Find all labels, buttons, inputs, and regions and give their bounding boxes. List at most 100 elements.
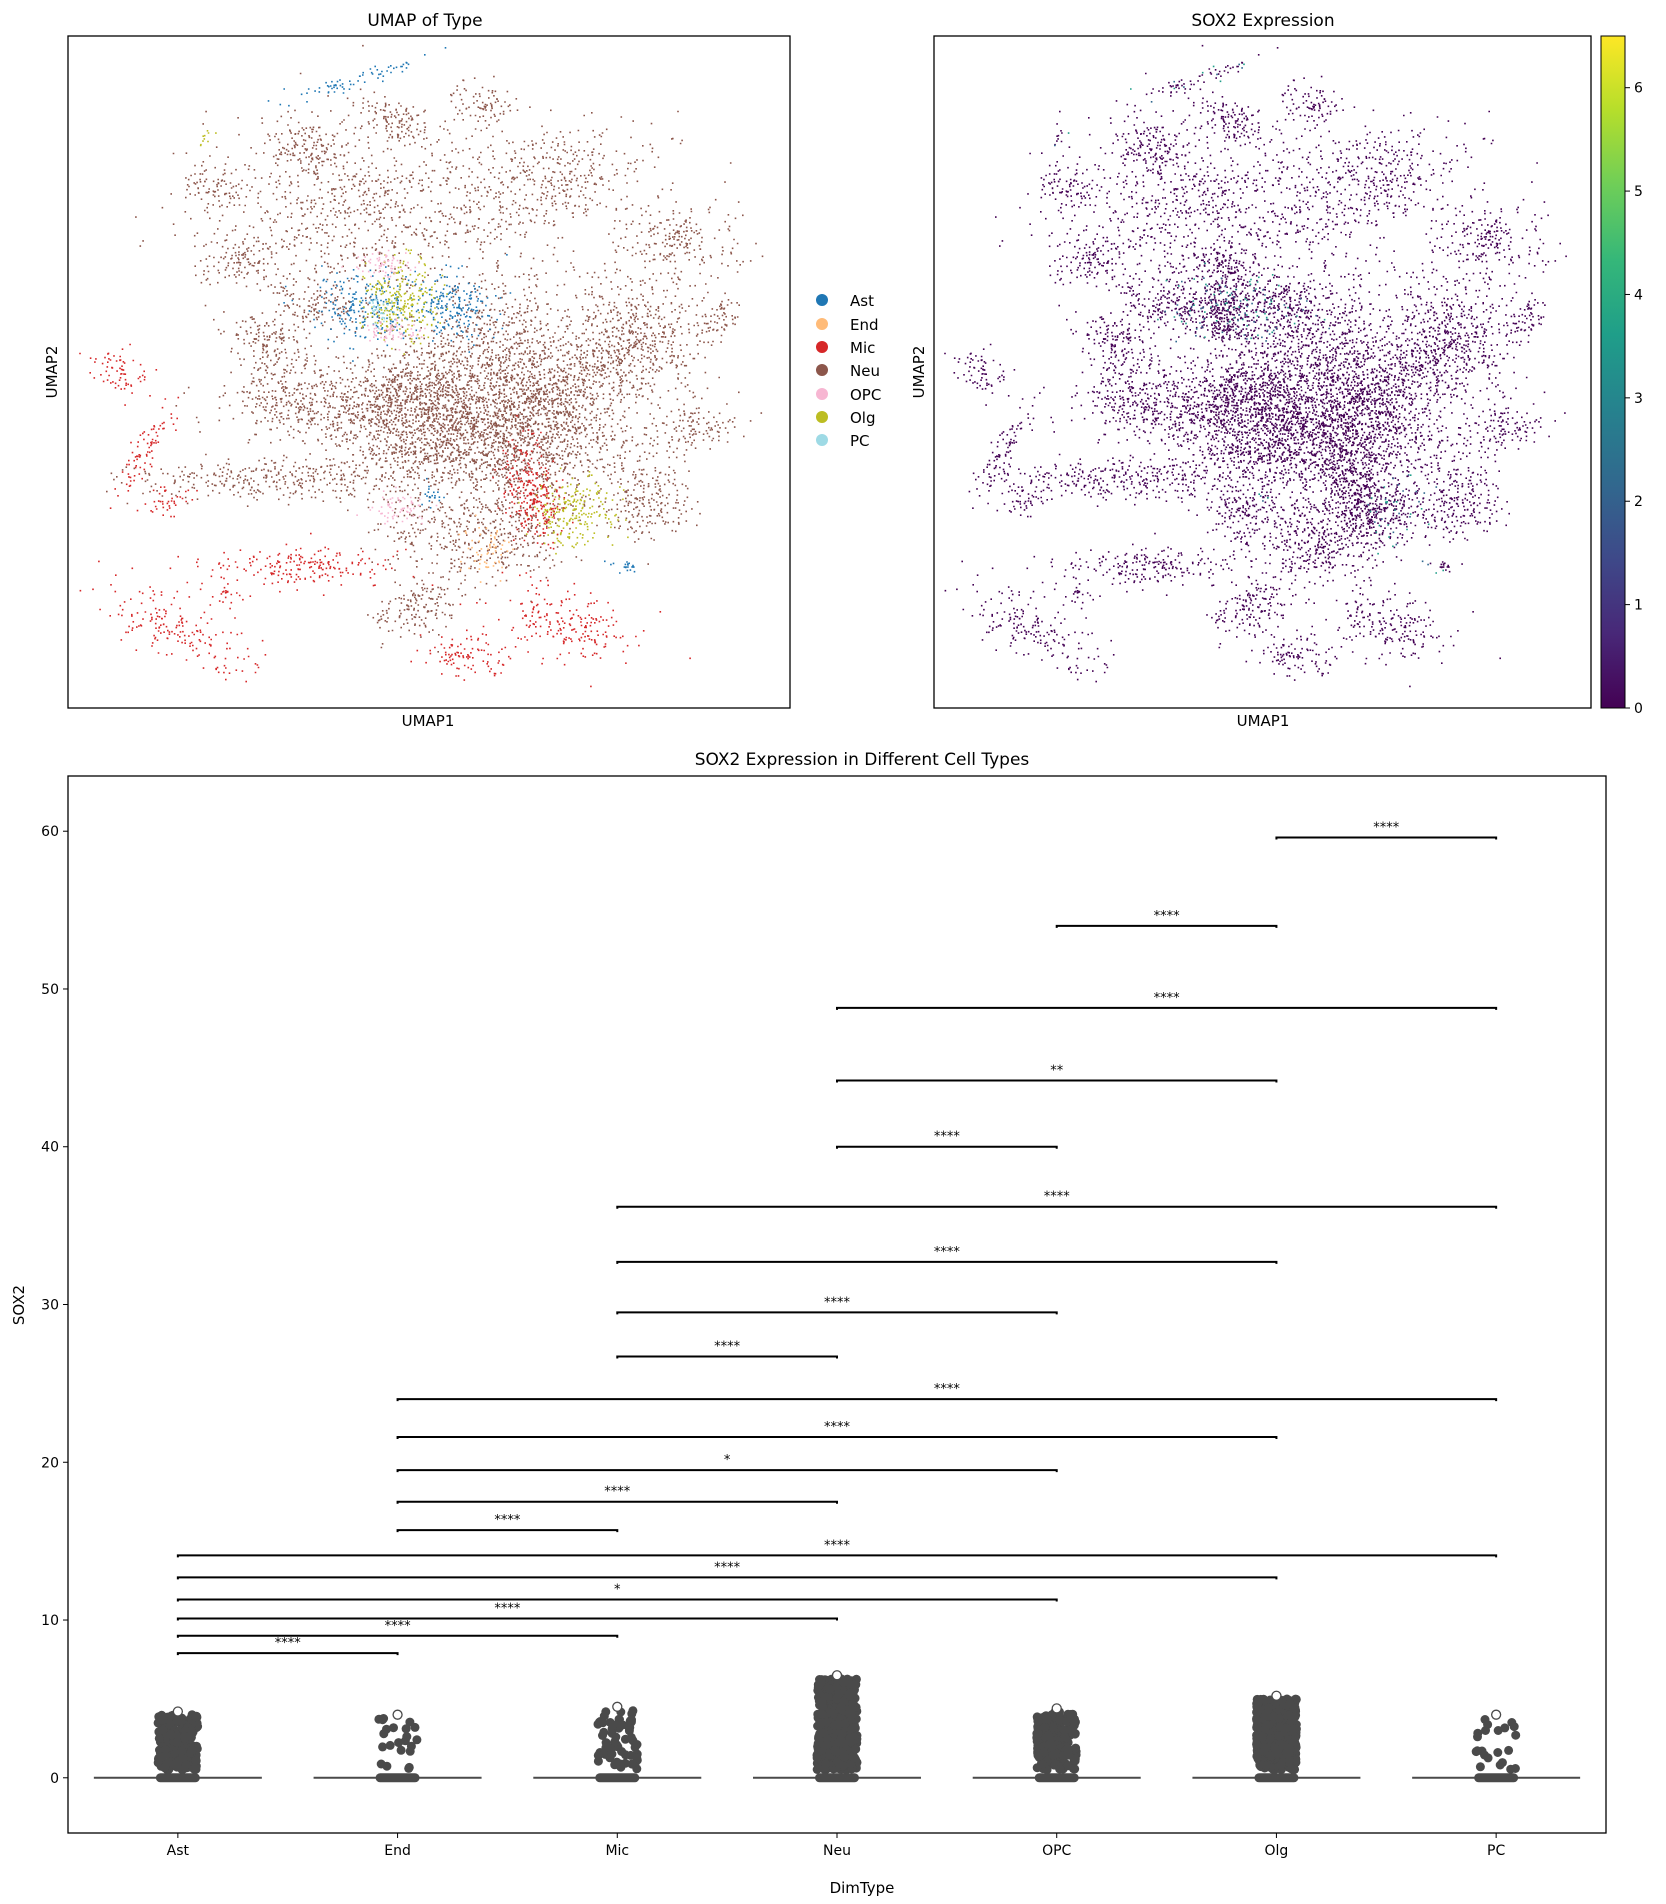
bracket-line bbox=[176, 1652, 399, 1656]
data-point bbox=[157, 1752, 166, 1762]
data-point bbox=[1062, 1744, 1072, 1754]
data-point bbox=[1507, 1718, 1517, 1727]
legend-item-mic[interactable]: Mic bbox=[816, 339, 875, 357]
legend-item-olg[interactable]: Olg bbox=[816, 409, 876, 427]
significance-label: * bbox=[724, 1453, 731, 1468]
category-opc bbox=[972, 1703, 1141, 1783]
data-point bbox=[401, 1724, 411, 1734]
bracket-line bbox=[836, 1079, 1278, 1083]
legend-label-end: End bbox=[850, 316, 879, 334]
legend-label-pc: PC bbox=[850, 432, 870, 450]
umap-type-ylabel: UMAP2 bbox=[43, 346, 61, 399]
colorbar-tick-label: 0 bbox=[1634, 701, 1643, 717]
x-tick-label-end: End bbox=[384, 1843, 411, 1859]
legend-item-pc[interactable]: PC bbox=[816, 432, 870, 450]
legend-item-ast[interactable]: Ast bbox=[816, 292, 874, 310]
data-point bbox=[836, 1702, 846, 1712]
significance-bracket: **** bbox=[176, 1538, 1498, 1558]
data-point bbox=[1066, 1709, 1076, 1719]
colorbar-tick-label: 1 bbox=[1634, 598, 1643, 614]
legend-label-neu: Neu bbox=[850, 362, 880, 380]
data-point bbox=[1285, 1699, 1295, 1709]
category-olg bbox=[1192, 1690, 1361, 1783]
significance-bracket: ** bbox=[836, 1063, 1278, 1083]
legend-marker-mic bbox=[816, 341, 828, 353]
data-point bbox=[1252, 1751, 1262, 1761]
data-point bbox=[1493, 1748, 1503, 1757]
data-point bbox=[158, 1725, 168, 1735]
bracket-line bbox=[176, 1617, 838, 1621]
bracket-line bbox=[616, 1355, 838, 1359]
data-point bbox=[172, 1737, 182, 1747]
umap-point-cloud bbox=[458, 514, 514, 583]
legend-item-end[interactable]: End bbox=[816, 316, 879, 334]
bracket-line bbox=[396, 1500, 838, 1504]
strip-plot-ylabel: SOX2 bbox=[10, 1285, 28, 1325]
data-point bbox=[830, 1746, 840, 1756]
data-point bbox=[632, 1753, 642, 1763]
x-tick-label-opc: OPC bbox=[1042, 1843, 1071, 1859]
legend-label-ast: Ast bbox=[850, 292, 874, 310]
data-point bbox=[837, 1729, 847, 1739]
legend-marker-end bbox=[816, 318, 828, 330]
category-pc bbox=[1412, 1709, 1581, 1783]
data-point bbox=[840, 1719, 850, 1729]
bracket-line bbox=[396, 1436, 1278, 1440]
legend-label-opc: OPC bbox=[850, 386, 881, 404]
data-point bbox=[624, 1724, 634, 1734]
data-point bbox=[1282, 1723, 1292, 1733]
bracket-line bbox=[616, 1205, 1498, 1209]
zero-points-neu bbox=[815, 1773, 859, 1783]
colorbar-tick-label: 6 bbox=[1634, 81, 1643, 97]
data-point bbox=[1504, 1745, 1514, 1755]
significance-bracket: * bbox=[396, 1453, 1058, 1473]
significance-bracket: **** bbox=[616, 1190, 1498, 1209]
data-point bbox=[818, 1701, 828, 1711]
data-point bbox=[1040, 1722, 1050, 1732]
data-point bbox=[191, 1756, 201, 1766]
umap-type-points bbox=[79, 44, 764, 688]
data-point bbox=[834, 1689, 844, 1699]
data-point bbox=[821, 1759, 831, 1769]
y-tick-label: 40 bbox=[41, 1140, 59, 1156]
umap-point-cloud bbox=[341, 249, 438, 525]
data-point bbox=[1055, 1715, 1065, 1725]
category-end bbox=[313, 1709, 482, 1783]
data-point bbox=[1284, 1710, 1294, 1720]
significance-label: **** bbox=[934, 1130, 961, 1145]
data-point bbox=[1033, 1729, 1043, 1739]
significance-label: ** bbox=[1050, 1063, 1064, 1078]
legend-item-neu[interactable]: Neu bbox=[816, 362, 880, 380]
data-point bbox=[1252, 1715, 1262, 1725]
data-point bbox=[612, 1757, 622, 1767]
data-point bbox=[187, 1745, 197, 1755]
significance-bracket: **** bbox=[176, 1636, 399, 1656]
data-point bbox=[1039, 1747, 1049, 1757]
strip-plot-title: SOX2 Expression in Different Cell Types bbox=[695, 750, 1030, 770]
umap-sox2-xlabel: UMAP1 bbox=[1237, 712, 1290, 730]
significance-annotations: ****************************************… bbox=[176, 821, 1498, 1656]
data-point bbox=[1071, 1743, 1081, 1753]
x-tick-label-ast: Ast bbox=[167, 1843, 190, 1859]
x-axis-ticks: Ast End Mic Neu OPC Olg PC bbox=[167, 1833, 1505, 1859]
umap-point-cloud bbox=[106, 44, 764, 653]
umap-sox2-panel: SOX2 Expression UMAP1 UMAP2 0 1 2 3 4 5 6 bbox=[910, 11, 1643, 730]
data-point bbox=[378, 1742, 388, 1752]
data-point bbox=[618, 1720, 628, 1730]
data-point bbox=[593, 1756, 603, 1766]
legend-item-opc[interactable]: OPC bbox=[816, 386, 881, 404]
data-point bbox=[1062, 1761, 1072, 1771]
significance-bracket: **** bbox=[176, 1560, 1278, 1580]
y-axis-ticks: 0 10 20 30 40 50 60 bbox=[41, 824, 68, 1787]
data-point bbox=[850, 1753, 859, 1763]
strip-plot-panel: SOX2 Expression in Different Cell Types … bbox=[10, 750, 1607, 1897]
data-point bbox=[1265, 1734, 1275, 1744]
category-ast bbox=[93, 1706, 262, 1783]
data-point bbox=[169, 1760, 179, 1770]
data-point bbox=[847, 1704, 856, 1714]
data-point bbox=[851, 1744, 861, 1754]
data-point bbox=[1510, 1764, 1520, 1773]
data-point bbox=[1264, 1703, 1273, 1713]
significance-bracket: **** bbox=[836, 1130, 1058, 1149]
colorbar-ticks: 0 1 2 3 4 5 6 bbox=[1625, 81, 1643, 717]
